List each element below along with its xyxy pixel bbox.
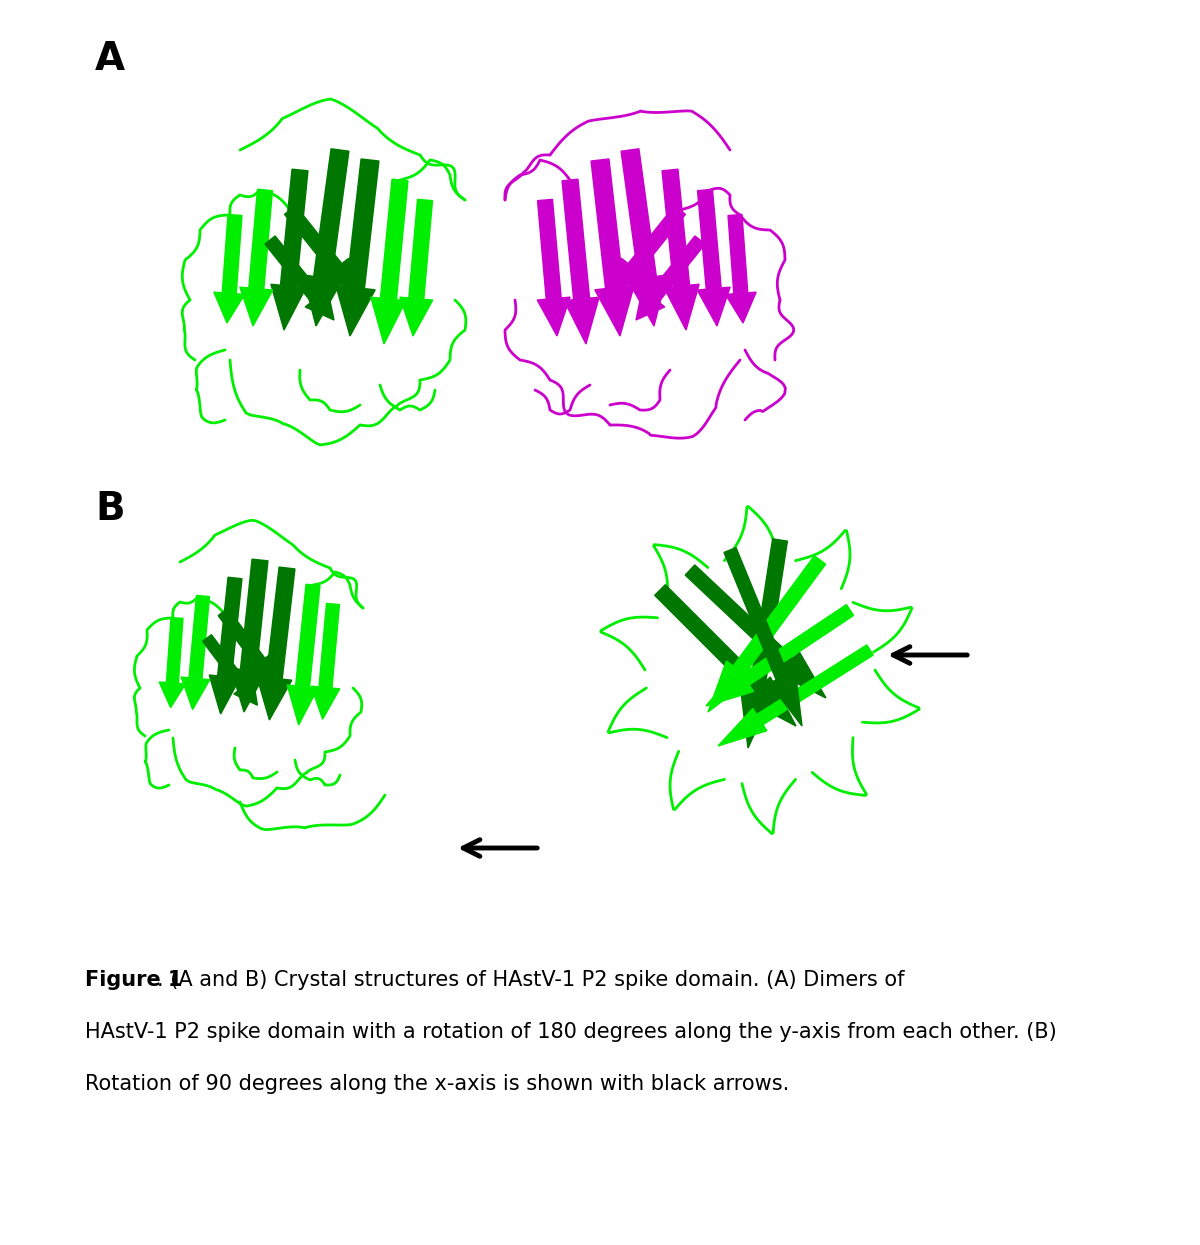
FancyArrow shape [181, 595, 210, 710]
Text: Figure 1: Figure 1 [85, 970, 182, 990]
FancyArrow shape [718, 645, 874, 746]
FancyArrow shape [616, 205, 685, 290]
FancyArrow shape [400, 199, 433, 336]
FancyArrow shape [538, 199, 570, 336]
FancyArrow shape [655, 585, 796, 726]
FancyArrow shape [708, 555, 826, 712]
FancyArrow shape [697, 189, 730, 326]
FancyArrow shape [160, 618, 186, 707]
Text: Rotation of 90 degrees along the x-axis is shown with black arrows.: Rotation of 90 degrees along the x-axis … [85, 1074, 790, 1094]
FancyArrow shape [209, 578, 242, 713]
FancyArrow shape [302, 149, 349, 326]
FancyArrow shape [592, 159, 634, 336]
FancyArrow shape [336, 159, 379, 336]
Text: HAstV-1 P2 spike domain with a rotation of 180 degrees along the y-axis from eac: HAstV-1 P2 spike domain with a rotation … [85, 1022, 1057, 1042]
FancyArrow shape [230, 559, 268, 712]
FancyArrow shape [706, 605, 853, 706]
FancyArrow shape [203, 635, 257, 705]
FancyArrow shape [240, 189, 272, 326]
FancyArrow shape [271, 169, 308, 330]
Text: A: A [95, 40, 125, 78]
FancyArrow shape [562, 179, 599, 344]
FancyArrow shape [740, 539, 787, 748]
FancyArrow shape [265, 237, 334, 320]
FancyArrow shape [287, 584, 320, 725]
FancyArrow shape [214, 214, 245, 322]
FancyArrow shape [371, 179, 408, 344]
FancyArrow shape [284, 205, 354, 290]
Text: B: B [95, 491, 125, 528]
FancyArrow shape [662, 169, 700, 330]
Text: . (A and B) Crystal structures of HAstV-1 P2 spike domain. (A) Dimers of: . (A and B) Crystal structures of HAstV-… [157, 970, 905, 990]
FancyArrow shape [622, 149, 667, 326]
FancyArrow shape [685, 565, 826, 698]
FancyArrow shape [218, 609, 274, 681]
FancyArrow shape [311, 604, 340, 720]
FancyArrow shape [257, 566, 295, 720]
FancyArrow shape [724, 548, 802, 726]
FancyArrow shape [726, 214, 756, 322]
FancyArrow shape [636, 237, 706, 320]
